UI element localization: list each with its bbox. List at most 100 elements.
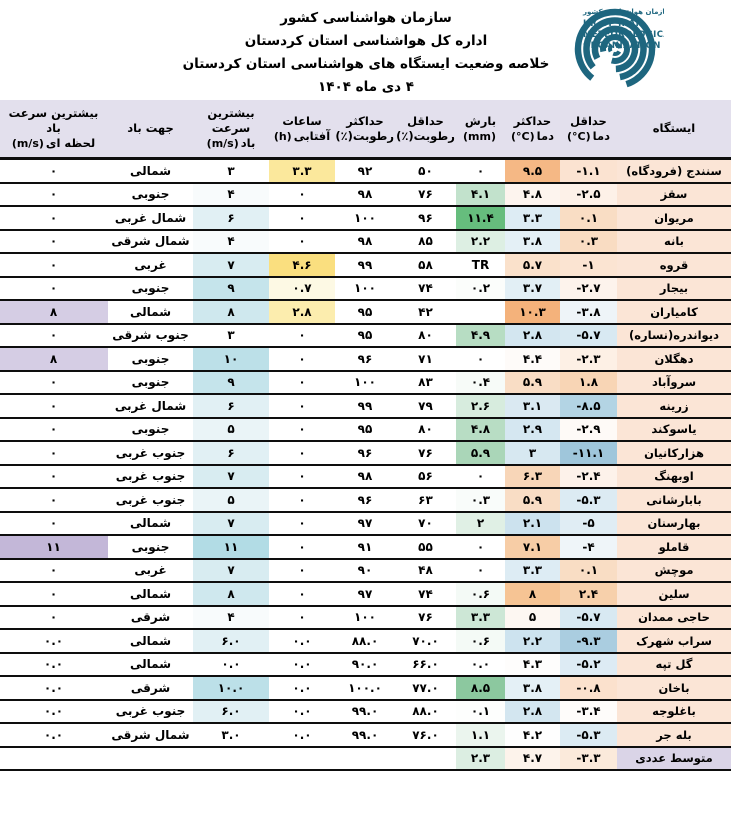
cell-dir <box>108 746 193 771</box>
cell-rhmin: ۸۵ <box>395 229 456 254</box>
column-header-station: ایستگاه <box>617 100 731 160</box>
cell-dir: شرقی <box>108 676 193 701</box>
table-row: سروآباد ۱.۸ ۵.۹ ۰.۴ ۸۳ ۱۰۰ ۰ ۹ جنوبی ۰ <box>0 370 731 395</box>
cell-tmax: ۵.۹ <box>505 488 560 513</box>
cell-tmax: ۱۰.۳ <box>505 300 560 325</box>
report-date: ۴ دی ماه ۱۴۰۴ <box>317 79 415 95</box>
cell-precip: ۰.۶ <box>456 629 505 654</box>
report-titles: سازمان هواشناسی کشور اداره کل هواشناسی ا… <box>0 0 732 100</box>
cell-wind: ۷ <box>193 558 269 583</box>
cell-rhmin: ۴۸ <box>395 558 456 583</box>
cell-gust: ۰ <box>0 206 108 231</box>
cell-rhmin: ۵۵ <box>395 535 456 560</box>
logo-text-en-1: I.R.OF IRAN <box>583 19 643 29</box>
cell-tmax: ۳.۷ <box>505 276 560 301</box>
table-body: سنندج (فرودگاه) -۱.۱ ۹.۵ ۰ ۵۰ ۹۲ ۳.۳ ۳ شمالی ۰ سقز… <box>0 158 731 771</box>
cell-tmin: -۳.۴ <box>560 699 617 724</box>
cell-wind: ۶.۰ <box>193 629 269 654</box>
cell-sun: ۰ <box>269 464 335 489</box>
cell-rhmax: ۸۸.۰ <box>335 629 395 654</box>
cell-tmin: ۰.۱ <box>560 558 617 583</box>
cell-tmax: ۴.۷ <box>505 746 560 771</box>
header-row: ایستگاه حداقل دما(°C) حداکثر دما(°C) بارش (mm)… <box>0 100 731 160</box>
cell-wind: ۵ <box>193 488 269 513</box>
cell-wind: ۰.۰ <box>193 652 269 677</box>
column-header-precip: بارش (mm) <box>456 100 505 160</box>
cell-tmin: -۵.۳ <box>560 488 617 513</box>
cell-tmax: ۲.۹ <box>505 417 560 442</box>
cell-tmin: -۳.۳ <box>560 746 617 771</box>
station-name: زرینه <box>617 394 731 419</box>
cell-dir: جنوبی <box>108 417 193 442</box>
cell-rhmax: ۹۶ <box>335 441 395 466</box>
cell-tmax: ۷.۱ <box>505 535 560 560</box>
cell-tmin: ۰.۳ <box>560 229 617 254</box>
table-row: بله جر -۵.۳ ۴.۲ ۱.۱ ۷۶.۰ ۹۹.۰ ۰.۰ ۳.۰ شمال شرقی ۰… <box>0 723 731 748</box>
station-name: باغلوجه <box>617 699 731 724</box>
cell-rhmin: ۶۶.۰ <box>395 652 456 677</box>
table-row: کامیاران -۳.۸ ۱۰.۳ ۴۲ ۹۵ ۲.۸ ۸ شمالی ۸ <box>0 300 731 325</box>
cell-dir: غربی <box>108 253 193 278</box>
cell-tmin: -۲.۵ <box>560 182 617 207</box>
cell-tmax: ۲.۸ <box>505 323 560 348</box>
cell-sun: ۰.۰ <box>269 629 335 654</box>
cell-tmin: -۵ <box>560 511 617 536</box>
cell-tmin: -۵.۲ <box>560 652 617 677</box>
cell-rhmax: ۹۶ <box>335 488 395 513</box>
cell-tmax: ۴.۸ <box>505 182 560 207</box>
cell-tmin: -۹.۳ <box>560 629 617 654</box>
cell-sun: ۰ <box>269 347 335 372</box>
cell-dir: جنوب شرقی <box>108 323 193 348</box>
cell-gust <box>0 746 108 771</box>
cell-precip: ۰ <box>456 558 505 583</box>
cell-precip: ۸.۵ <box>456 676 505 701</box>
cell-dir: شرقی <box>108 605 193 630</box>
cell-gust: ۰ <box>0 582 108 607</box>
table-row: باغلوجه -۳.۴ ۲.۸ ۰.۱ ۸۸.۰ ۹۹.۰ ۰.۰ ۶.۰ جنوب غربی… <box>0 699 731 724</box>
table-row: سقز -۲.۵ ۴.۸ ۴.۱ ۷۶ ۹۸ ۰ ۴ جنوبی ۰ <box>0 182 731 207</box>
cell-rhmax: ۹۵ <box>335 323 395 348</box>
cell-wind: ۶ <box>193 206 269 231</box>
cell-gust: ۰ <box>0 253 108 278</box>
table-row: حاجی ممدان -۵.۷ ۵ ۳.۳ ۷۶ ۱۰۰ ۰ ۴ شرقی ۰ <box>0 605 731 630</box>
cell-rhmax: ۹۹.۰ <box>335 723 395 748</box>
cell-dir: جنوبی <box>108 535 193 560</box>
cell-sun: ۰ <box>269 582 335 607</box>
table-row: باخان -۰.۸ ۳.۸ ۸.۵ ۷۷.۰ ۱۰۰.۰ ۰.۰ ۱۰.۰ شرقی ۰.۰ <box>0 676 731 701</box>
cell-wind: ۶ <box>193 441 269 466</box>
station-name: دیواندره(نساره) <box>617 323 731 348</box>
cell-wind: ۴ <box>193 229 269 254</box>
cell-dir: جنوب غربی <box>108 699 193 724</box>
cell-wind: ۹ <box>193 276 269 301</box>
station-name: بهارسنان <box>617 511 731 536</box>
cell-precip: ۰.۳ <box>456 488 505 513</box>
cell-gust: ۰ <box>0 441 108 466</box>
cell-dir: شمالی <box>108 300 193 325</box>
column-header-rhmax: حداکثر رطوبت(٪) <box>335 100 395 160</box>
cell-wind: ۸ <box>193 300 269 325</box>
cell-precip: ۰ <box>456 347 505 372</box>
cell-rhmin: ۷۶ <box>395 441 456 466</box>
cell-sun: ۰ <box>269 558 335 583</box>
cell-sun: ۰ <box>269 229 335 254</box>
cell-tmin: -۸.۵ <box>560 394 617 419</box>
cell-rhmin: ۸۸.۰ <box>395 699 456 724</box>
cell-tmin: -۵.۷ <box>560 605 617 630</box>
cell-gust: ۰ <box>0 417 108 442</box>
table-row: یاسوکند -۲.۹ ۲.۹ ۴.۸ ۸۰ ۹۵ ۰ ۵ جنوبی ۰ <box>0 417 731 442</box>
cell-wind: ۱۱ <box>193 535 269 560</box>
cell-tmin: -۴ <box>560 535 617 560</box>
table-row: بابارشانی -۵.۳ ۵.۹ ۰.۳ ۶۳ ۹۶ ۰ ۵ جنوب غربی ۰ <box>0 488 731 513</box>
cell-dir: جنوب غربی <box>108 464 193 489</box>
cell-sun: ۰ <box>269 394 335 419</box>
cell-precip: ۴.۱ <box>456 182 505 207</box>
table-row: سنندج (فرودگاه) -۱.۱ ۹.۵ ۰ ۵۰ ۹۲ ۳.۳ ۳ شمالی ۰ <box>0 158 731 184</box>
station-name: حاجی ممدان <box>617 605 731 630</box>
cell-gust: ۰.۰ <box>0 723 108 748</box>
cell-rhmax: ۹۷ <box>335 511 395 536</box>
cell-rhmax: ۹۸ <box>335 182 395 207</box>
cell-wind: ۸ <box>193 582 269 607</box>
cell-rhmax <box>335 746 395 771</box>
cell-tmin: ۰.۱ <box>560 206 617 231</box>
